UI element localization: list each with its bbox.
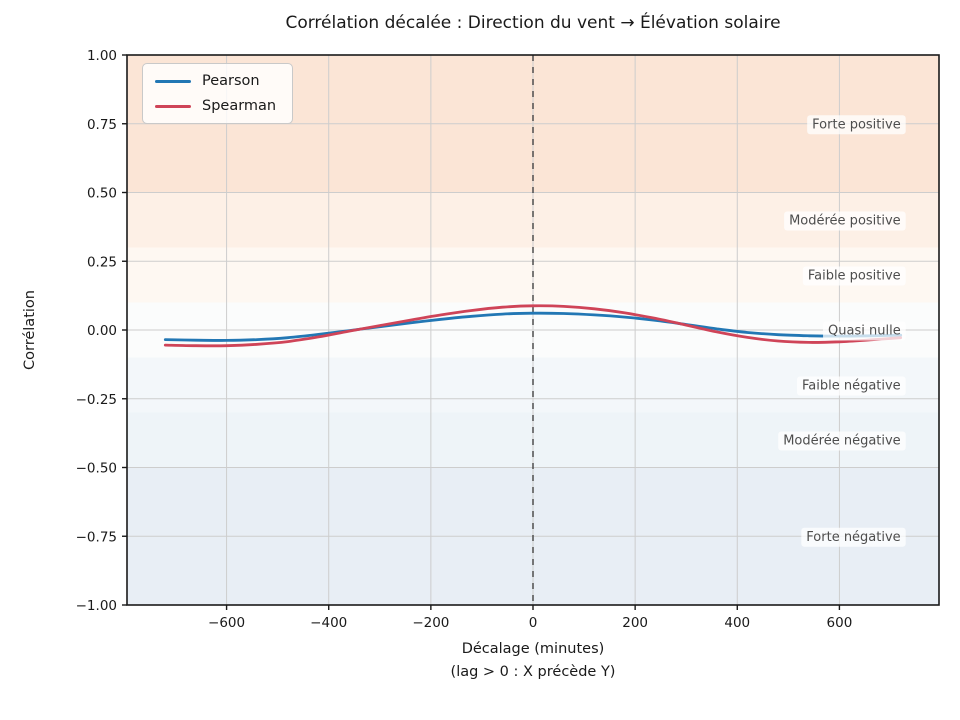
- y-tick-label: 0.50: [87, 186, 117, 202]
- band-label: Modérée positive: [789, 214, 901, 229]
- x-tick-label: 0: [529, 615, 538, 631]
- band-label: Forte négative: [806, 530, 900, 545]
- band-label-bbox: [823, 321, 906, 341]
- band-label: Forte positive: [812, 117, 901, 132]
- x-tick-label: 400: [724, 615, 750, 631]
- legend-label-pearson: Pearson: [202, 73, 260, 89]
- band-label-bbox: [778, 431, 906, 451]
- y-tick-label: 0.25: [87, 254, 117, 270]
- band-label: Faible négative: [802, 379, 901, 394]
- y-tick-label: 1.00: [87, 48, 117, 64]
- x-axis-label: Décalage (minutes): [461, 641, 605, 657]
- x-axis-label-note: (lag > 0 : X précède Y): [450, 664, 616, 680]
- x-tick-label: 600: [827, 615, 853, 631]
- series-line-spearman: [163, 304, 903, 348]
- axes-spines: [126, 54, 940, 606]
- band-label: Faible positive: [808, 269, 901, 284]
- y-tick-label: −0.50: [76, 461, 117, 477]
- y-axis-label: Corrélation: [22, 290, 38, 370]
- x-tick-label: 200: [622, 615, 648, 631]
- chart-title: Corrélation décalée : Direction du vent …: [285, 13, 781, 33]
- x-axis-label-group: Décalage (minutes) (lag > 0 : X précède …: [127, 638, 939, 684]
- pearson-line-swatch: [155, 79, 191, 83]
- y-tick-label: −0.75: [76, 529, 117, 545]
- band-label-bbox: [784, 211, 906, 231]
- spearman-line-swatch: [155, 104, 191, 108]
- x-tick-label: −400: [310, 615, 347, 631]
- band-label: Modérée négative: [783, 434, 900, 449]
- y-tick-label: 0.00: [87, 323, 117, 339]
- y-tick-label: −1.00: [76, 598, 117, 614]
- x-tick-label: −600: [208, 615, 245, 631]
- series-line-pearson: [163, 311, 903, 342]
- y-tick-label: 0.75: [87, 117, 117, 133]
- band-label-bbox: [801, 527, 906, 547]
- band-label: Quasi nulle: [828, 324, 901, 339]
- legend-label-spearman: Spearman: [202, 98, 277, 114]
- legend-item-pearson: Pearson: [155, 73, 276, 89]
- band-label-bbox: [796, 376, 906, 396]
- y-tick-label: −0.25: [76, 392, 117, 408]
- legend-item-spearman: Spearman: [155, 98, 276, 114]
- legend: Pearson Spearman: [142, 63, 294, 124]
- band-label-bbox: [807, 115, 906, 135]
- x-tick-label: −200: [412, 615, 449, 631]
- band-label-bbox: [802, 266, 906, 286]
